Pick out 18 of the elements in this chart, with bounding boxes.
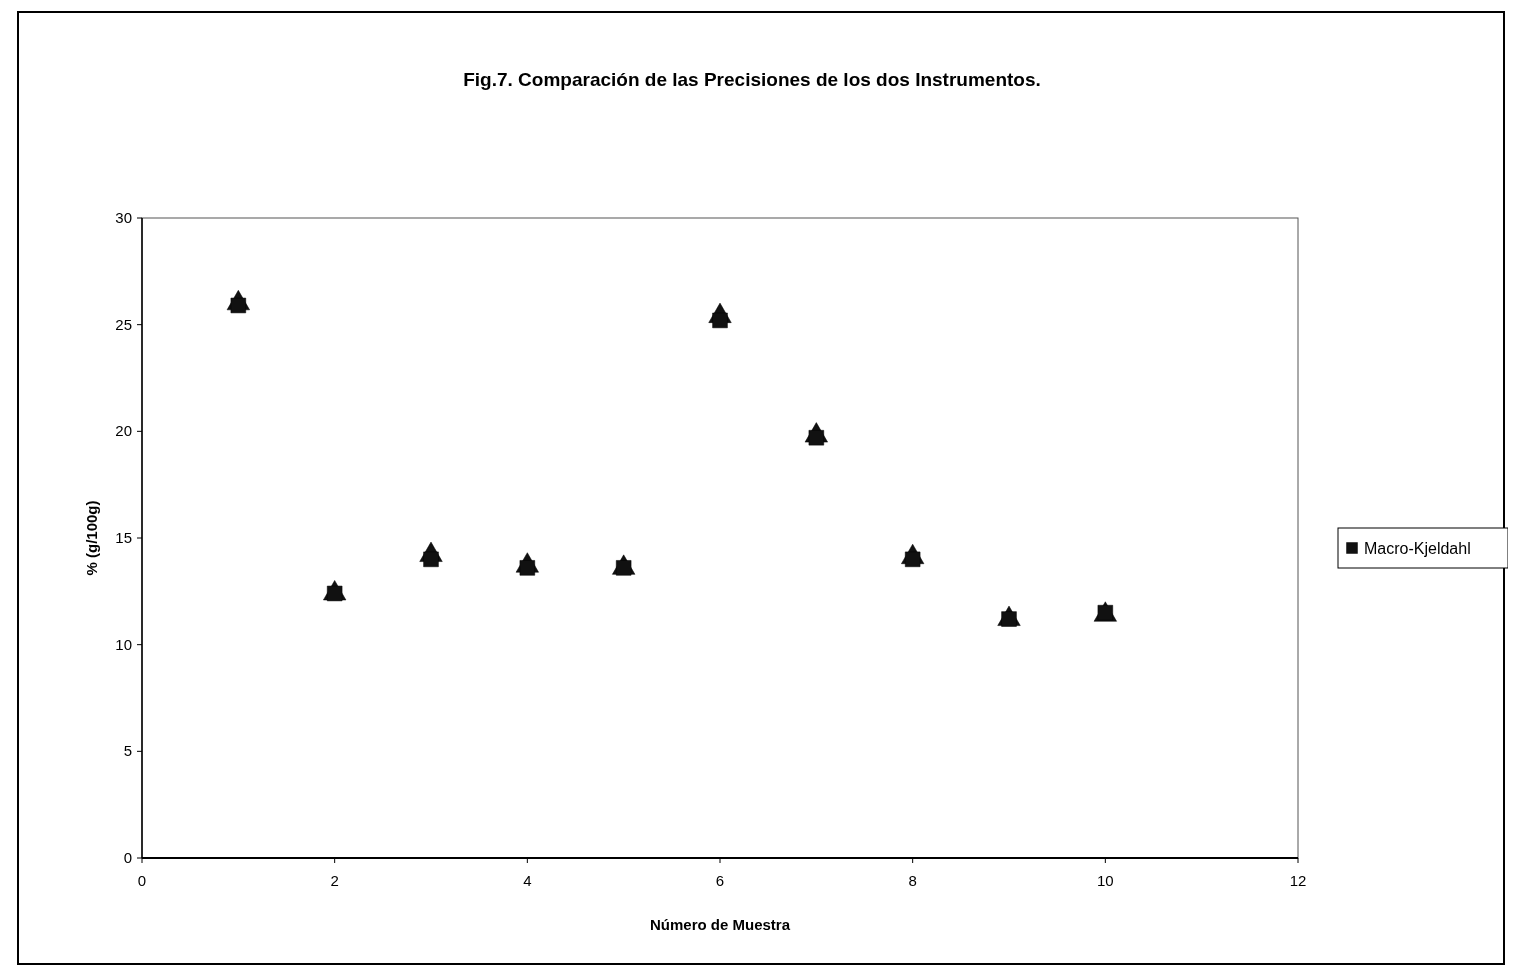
y-tick-label: 10 [115, 635, 132, 653]
x-axis-title: Número de Muestra [649, 916, 791, 933]
x-tick-label: 6 [715, 872, 725, 889]
y-tick-label: 30 [115, 209, 132, 226]
x-tick-label: 8 [908, 872, 917, 889]
chart-title: Fig.7. Comparación de las Precisiones de los dos Instrumentos. [463, 69, 1041, 90]
y-tick-label: 5 [123, 742, 132, 760]
x-tick-label: 2 [330, 872, 339, 889]
x-tick-label: 4 [523, 872, 532, 889]
y-axis-title: % (g/100g) [83, 500, 100, 576]
legend-label: Macro-Kjeldahl [1364, 540, 1471, 557]
x-tick-label: 10 [1096, 872, 1114, 889]
x-tick-label: 0 [137, 872, 147, 889]
y-tick-label: 0 [123, 849, 132, 866]
y-tick-label: 20 [115, 422, 132, 440]
x-tick-label: 12 [1289, 872, 1307, 889]
y-tick-label: 15 [115, 529, 132, 546]
y-tick-label: 25 [115, 315, 132, 333]
